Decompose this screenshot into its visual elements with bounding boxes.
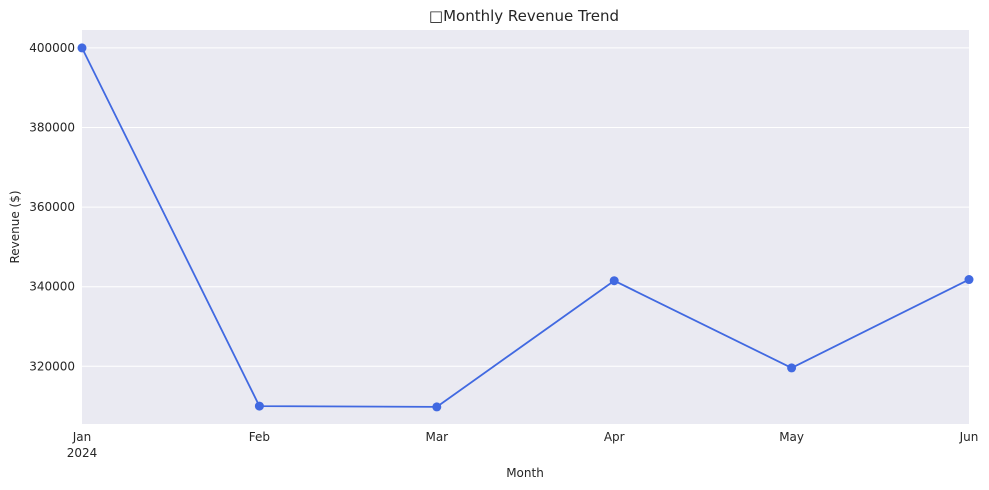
data-point-jan [77, 43, 87, 53]
y-tick-label-4: 400000 [29, 41, 75, 55]
data-point-mar [432, 402, 442, 412]
y-tick-label-3: 380000 [29, 121, 75, 135]
y-tick-label-0: 320000 [29, 359, 75, 373]
data-point-jun [964, 275, 974, 285]
x-tick-label-mar: Mar [425, 430, 448, 444]
y-axis-label: Revenue ($) [8, 190, 22, 263]
data-point-apr [609, 276, 619, 286]
x-tick-label-feb: Feb [249, 430, 270, 444]
x-axis-ticks: Jan Feb Mar Apr May Jun 2024 [67, 430, 979, 460]
series-layer [77, 43, 974, 412]
x-tick-label-jun: Jun [959, 430, 979, 444]
x-tick-label-apr: Apr [604, 430, 625, 444]
revenue-series-line [81, 47, 970, 408]
y-axis-ticks: 320000 340000 360000 380000 400000 [29, 41, 75, 373]
plot-area [82, 30, 969, 424]
x-tick-label-may: May [779, 430, 804, 444]
x-tick-label-jan: Jan [72, 430, 92, 444]
chart-title: □Monthly Revenue Trend [429, 7, 619, 25]
x-tick-year-label: 2024 [67, 446, 98, 460]
gridlines [82, 47, 969, 367]
data-point-may [787, 363, 797, 373]
title-text: Monthly Revenue Trend [443, 7, 619, 25]
data-point-feb [254, 401, 264, 411]
title-glyph: □ [429, 7, 443, 25]
y-tick-label-1: 340000 [29, 280, 75, 294]
y-tick-label-2: 360000 [29, 200, 75, 214]
x-axis-label: Month [506, 466, 544, 480]
